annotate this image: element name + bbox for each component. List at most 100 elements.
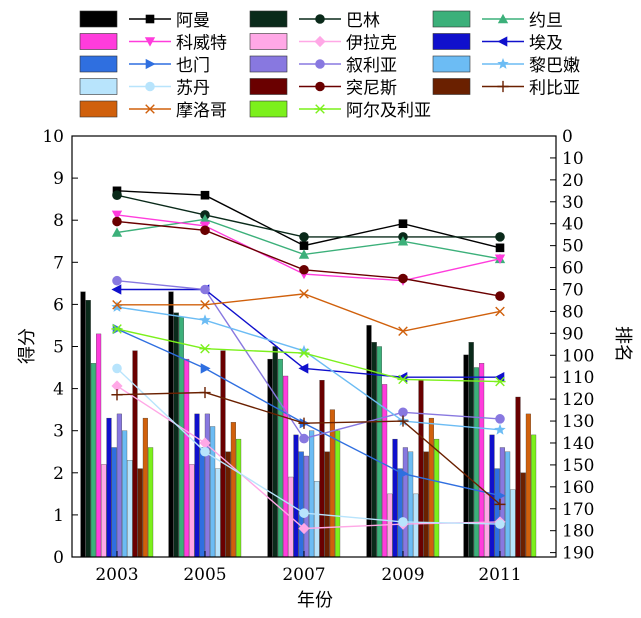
rank-point	[495, 243, 505, 253]
rank-line	[116, 194, 500, 238]
y-tick-label-left: 7	[53, 253, 64, 273]
bar	[520, 472, 526, 558]
rank-point	[200, 284, 210, 295]
rank-point	[200, 190, 210, 200]
legend-marker	[314, 104, 326, 114]
rank-point	[398, 517, 408, 527]
rank-point	[495, 232, 505, 242]
legend-item: 也门	[79, 55, 210, 76]
bar	[408, 451, 414, 558]
rank-line	[116, 218, 501, 260]
legend-marker	[144, 37, 156, 47]
bar	[499, 447, 505, 558]
rank-point	[494, 254, 506, 264]
bar	[505, 451, 511, 558]
y-tick-label-right: 10	[562, 149, 584, 169]
rank-point	[299, 289, 309, 299]
legend-label: 也门	[176, 56, 210, 76]
bar	[137, 468, 143, 558]
rank-point	[298, 249, 310, 259]
rank-point	[298, 417, 310, 429]
legend-swatch	[249, 55, 288, 73]
legend-item: 摩洛哥	[79, 100, 227, 121]
bar	[484, 493, 490, 558]
bar	[283, 375, 289, 558]
legend-item: 突尼斯	[249, 78, 397, 99]
rank-point	[200, 225, 210, 236]
bar	[423, 451, 429, 558]
bar	[96, 333, 102, 558]
rank-point	[112, 363, 122, 374]
legend-item: 约旦	[432, 10, 563, 31]
y-tick-label-right: 20	[562, 171, 584, 191]
bar	[382, 384, 388, 558]
legend-swatch	[79, 10, 118, 28]
rank-line	[116, 190, 501, 249]
rank-point	[298, 363, 309, 374]
rank-point	[200, 363, 211, 374]
legend-item: 埃及	[432, 33, 563, 54]
legend-swatch	[432, 10, 471, 28]
rank-point	[200, 300, 210, 310]
rank-point	[111, 210, 123, 221]
rank-point	[494, 498, 506, 510]
rank-point	[112, 300, 122, 310]
bar	[531, 434, 537, 558]
bar	[468, 342, 474, 558]
bar	[293, 434, 299, 558]
rank-point	[495, 414, 505, 424]
y-tick-label-right: 170	[562, 500, 594, 520]
rank-point	[398, 219, 408, 229]
bar	[277, 358, 283, 558]
y-tick-label-left: 6	[53, 295, 64, 315]
legend-swatch	[249, 78, 288, 95]
y-tick-label-left: 10	[42, 127, 64, 147]
rank-point	[298, 344, 310, 356]
legend-marker	[314, 35, 326, 48]
x-tick-label: 2005	[183, 565, 226, 585]
rank-point	[199, 386, 211, 399]
rank-point	[112, 275, 122, 286]
legend-label: 利比亚	[529, 79, 580, 99]
bar	[510, 489, 516, 558]
bar	[236, 438, 242, 558]
bar	[85, 300, 91, 558]
bar	[111, 447, 117, 558]
bar	[184, 358, 190, 558]
y-axis-title-right: 排名	[612, 326, 633, 362]
bar	[319, 380, 325, 558]
bar	[314, 481, 320, 558]
bar	[272, 346, 278, 558]
x-tick-label: 2007	[282, 565, 325, 585]
y-tick-label-left: 0	[53, 548, 64, 568]
bar	[335, 430, 341, 558]
y-axis-title-left: 得分	[17, 328, 38, 364]
rank-point	[111, 227, 123, 237]
rank-point	[298, 348, 310, 358]
x-axis-title: 年份	[297, 590, 333, 611]
legend-label: 突尼斯	[346, 79, 397, 99]
bar	[473, 367, 479, 558]
y-tick-label-left: 4	[53, 380, 64, 400]
y-tick-label-right: 180	[562, 522, 594, 542]
bar	[199, 447, 205, 558]
bar	[525, 413, 531, 558]
legend-label: 约旦	[529, 11, 563, 31]
rank-point	[199, 343, 211, 354]
y-tick-label-right: 70	[562, 280, 584, 300]
legend-item: 阿尔及利亚	[249, 100, 431, 121]
y-tick-label-left: 1	[53, 506, 64, 526]
legend-marker	[497, 13, 509, 24]
bar	[80, 291, 86, 558]
rank-point	[397, 415, 409, 427]
rank-point	[199, 214, 211, 224]
bar	[194, 413, 200, 558]
y-tick-label-right: 140	[562, 434, 594, 454]
bar	[210, 426, 216, 558]
rank-point	[112, 216, 122, 227]
y-tick-label-right: 40	[562, 215, 584, 235]
y-tick-label-right: 160	[562, 478, 594, 498]
rank-point	[495, 519, 505, 529]
bar	[397, 468, 403, 558]
rank-point	[200, 446, 210, 457]
